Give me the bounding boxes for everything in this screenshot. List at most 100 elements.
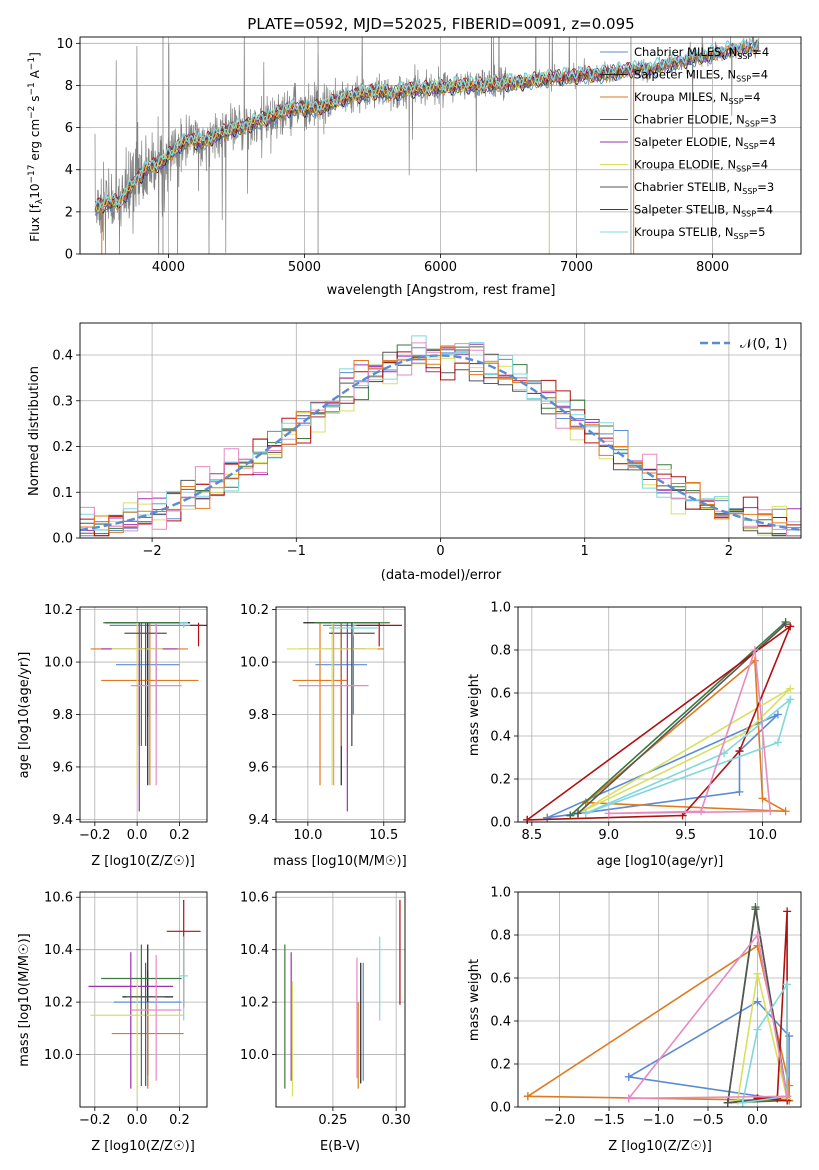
spectrum-panel: 4000 5000 6000 7000 8000 0 2 4 6 8 10 Chabrier MILE… (56, 36, 802, 275)
chart-title: PLATE=0592, MJD=52025, FIBERID=0091, z=0… (247, 15, 634, 33)
age-z-y-tick-label: 10.2 (44, 603, 73, 618)
histogram-ticks: −2 −1 0 1 2 0.0 0.1 0.2 0.3 0.4 (52, 349, 733, 559)
mass-weight-y-label-2: mass weight (467, 959, 482, 1041)
mw-age-point-marker (581, 809, 590, 818)
mw-age-y-tick-label: 1.0 (490, 601, 511, 616)
age-y-label: age [log10(age/yr)] (17, 652, 32, 779)
mw-age-point-marker (750, 656, 759, 665)
age-z-plot (90, 622, 207, 812)
age-mass-y-tick-label: 10.0 (240, 656, 269, 671)
histogram-frame (79, 322, 802, 539)
ebv-x-label: E(B-V) (320, 1139, 360, 1154)
mw-age-point-marker (720, 749, 729, 758)
spectrum-x-tick-label: 4000 (152, 260, 185, 275)
histogram-y-tick-label: 0.2 (52, 440, 73, 455)
mw-age-point-marker (773, 738, 782, 747)
mass-z-y-tick-label: 10.2 (44, 996, 73, 1011)
mw-z-point-marker (723, 1098, 732, 1107)
model-fit-line-kroupa-miles (94, 43, 759, 214)
mw-z-point-marker (783, 980, 792, 989)
mw-age-x-tick-label: 8.5 (521, 828, 542, 843)
mw-z-point-marker (783, 1092, 792, 1101)
age-mass-frame (275, 606, 406, 823)
legend-label: Salpeter MILES, NSSP=4 (634, 68, 768, 84)
mw-z-y-tick-label: 0.8 (490, 929, 511, 944)
spectrum-x-tick-label: 7000 (560, 260, 593, 275)
normal-legend-label: 𝒩(0, 1) (740, 337, 787, 352)
mw-age-plot (523, 618, 795, 824)
mw-z-point-marker (751, 905, 760, 914)
histogram-y-tick-label: 0.0 (52, 532, 73, 547)
mass-z-x-tick-label: 0.0 (127, 1113, 148, 1128)
mw-age-point-marker (604, 809, 613, 818)
mw-age-ticks: 8.5 9.0 9.5 10.0 0.0 0.2 0.4 0.6 0.8 1.0 (490, 601, 777, 844)
mw-z-y-tick-label: 0.0 (490, 1101, 511, 1116)
histogram-x-tick-label: −2 (143, 544, 162, 559)
mass-vs-ebv-panel: 0.25 0.30 10.0 10.2 10.4 10.6 (240, 891, 411, 1128)
mw-age-point-marker (773, 710, 782, 719)
spectrum-ticks: 4000 5000 6000 7000 8000 0 2 4 6 8 10 (56, 37, 729, 275)
mw-z-point-marker (753, 969, 762, 978)
mw-age-y-tick-label: 0.0 (490, 816, 511, 831)
mw-age-y-tick-label: 0.6 (490, 687, 511, 702)
mw-z-point-marker (753, 931, 762, 939)
mw-z-point-marker (753, 1025, 762, 1034)
mw-age-point-marker (573, 809, 582, 818)
histogram-x-label: (data-model)/error (381, 568, 502, 583)
mw-z-y-tick-label: 0.6 (490, 972, 511, 987)
legend-label: Kroupa STELIB, NSSP=5 (634, 225, 765, 241)
spectrum-y-tick-label: 4 (65, 163, 73, 178)
legend-label: Salpeter ELODIE, NSSP=4 (634, 135, 776, 151)
mw-age-point-marker (786, 684, 795, 693)
mw-z-point-marker (523, 1092, 532, 1101)
histogram-x-tick-label: 2 (725, 544, 733, 559)
mw-age-point-marker (735, 787, 744, 796)
mw-age-x-tick-label: 10.0 (748, 828, 777, 843)
age-mass-ticks: 10.0 10.5 9.4 9.6 9.8 10.0 10.2 (240, 603, 398, 843)
mw-z-point-marker (753, 997, 762, 1006)
mass-ebv-y-tick-label: 10.0 (240, 1048, 269, 1063)
mass-z-ticks: −0.2 0.0 0.2 10.0 10.2 10.4 10.6 (44, 891, 190, 1128)
legend-label: Chabrier ELODIE, NSSP=3 (634, 113, 777, 129)
age-z-x-tick-label: 0.2 (169, 828, 190, 843)
mw-age-point-marker (781, 807, 790, 816)
mw-age-x-tick-label: 9.0 (598, 828, 619, 843)
mw-age-y-tick-label: 0.2 (490, 773, 511, 788)
mass-ebv-y-tick-label: 10.6 (240, 891, 269, 906)
mw-z-x-tick-label: −2.0 (544, 1113, 576, 1128)
mass-ebv-plot (284, 899, 401, 1097)
residual-histogram-panel: −2 −1 0 1 2 0.0 0.1 0.2 0.3 0.4 𝒩(0, 1) (52, 322, 802, 559)
age-mass-y-tick-label: 10.2 (240, 603, 269, 618)
spectrum-x-tick-label: 5000 (288, 260, 321, 275)
age-mass-x-tick-label: 10.5 (369, 828, 398, 843)
histogram-x-tick-label: 1 (581, 544, 589, 559)
age-z-ticks: −0.2 0.0 0.2 9.4 9.6 9.8 10.0 10.2 (44, 603, 190, 843)
age-z-grid (80, 607, 207, 822)
mw-age-y-tick-label: 0.4 (490, 730, 511, 745)
mw-age-x-tick-label: 9.5 (675, 828, 696, 843)
normal-distribution-curve (80, 354, 801, 532)
mass-ebv-x-tick-label: 0.30 (382, 1113, 411, 1128)
mw-z-point-marker (783, 907, 792, 916)
mass-vs-metallicity-panel: −0.2 0.0 0.2 10.0 10.2 10.4 10.6 (44, 891, 208, 1128)
mw-z-ticks: −2.0 −1.5 −1.0 −0.5 0.0 0.0 0.2 0.4 0.6 0.8 1.0 (490, 886, 767, 1129)
mass-ebv-y-tick-label: 10.4 (240, 943, 269, 958)
mass-z-x-tick-label: 0.2 (169, 1113, 190, 1128)
mw-z-point-marker (624, 1072, 633, 1081)
age-mass-y-tick-label: 9.8 (248, 708, 269, 723)
age-vs-mass-panel: 10.0 10.5 9.4 9.6 9.8 10.0 10.2 (240, 603, 406, 843)
mass-weight-y-label-1: mass weight (467, 674, 482, 756)
mass-z-y-tick-label: 10.6 (44, 891, 73, 906)
mw-age-point-marker (523, 815, 532, 824)
spectrum-y-tick-label: 8 (65, 79, 73, 94)
histogram-y-label: Normed distribution (27, 366, 42, 496)
age-z-frame (79, 606, 208, 823)
model-fit-line-chabrier-elodie (94, 39, 759, 210)
age-mass-grid (276, 607, 405, 822)
age-z-y-tick-label: 9.4 (52, 813, 73, 828)
model-fit-line-kroupa-stelib (94, 38, 760, 209)
legend-label: Kroupa ELODIE, NSSP=4 (634, 158, 768, 174)
z-x-label-1: Z [log10(Z/Z☉)] (91, 854, 195, 869)
mw-age-point-marker (766, 807, 775, 816)
spectrum-frame (79, 36, 802, 255)
